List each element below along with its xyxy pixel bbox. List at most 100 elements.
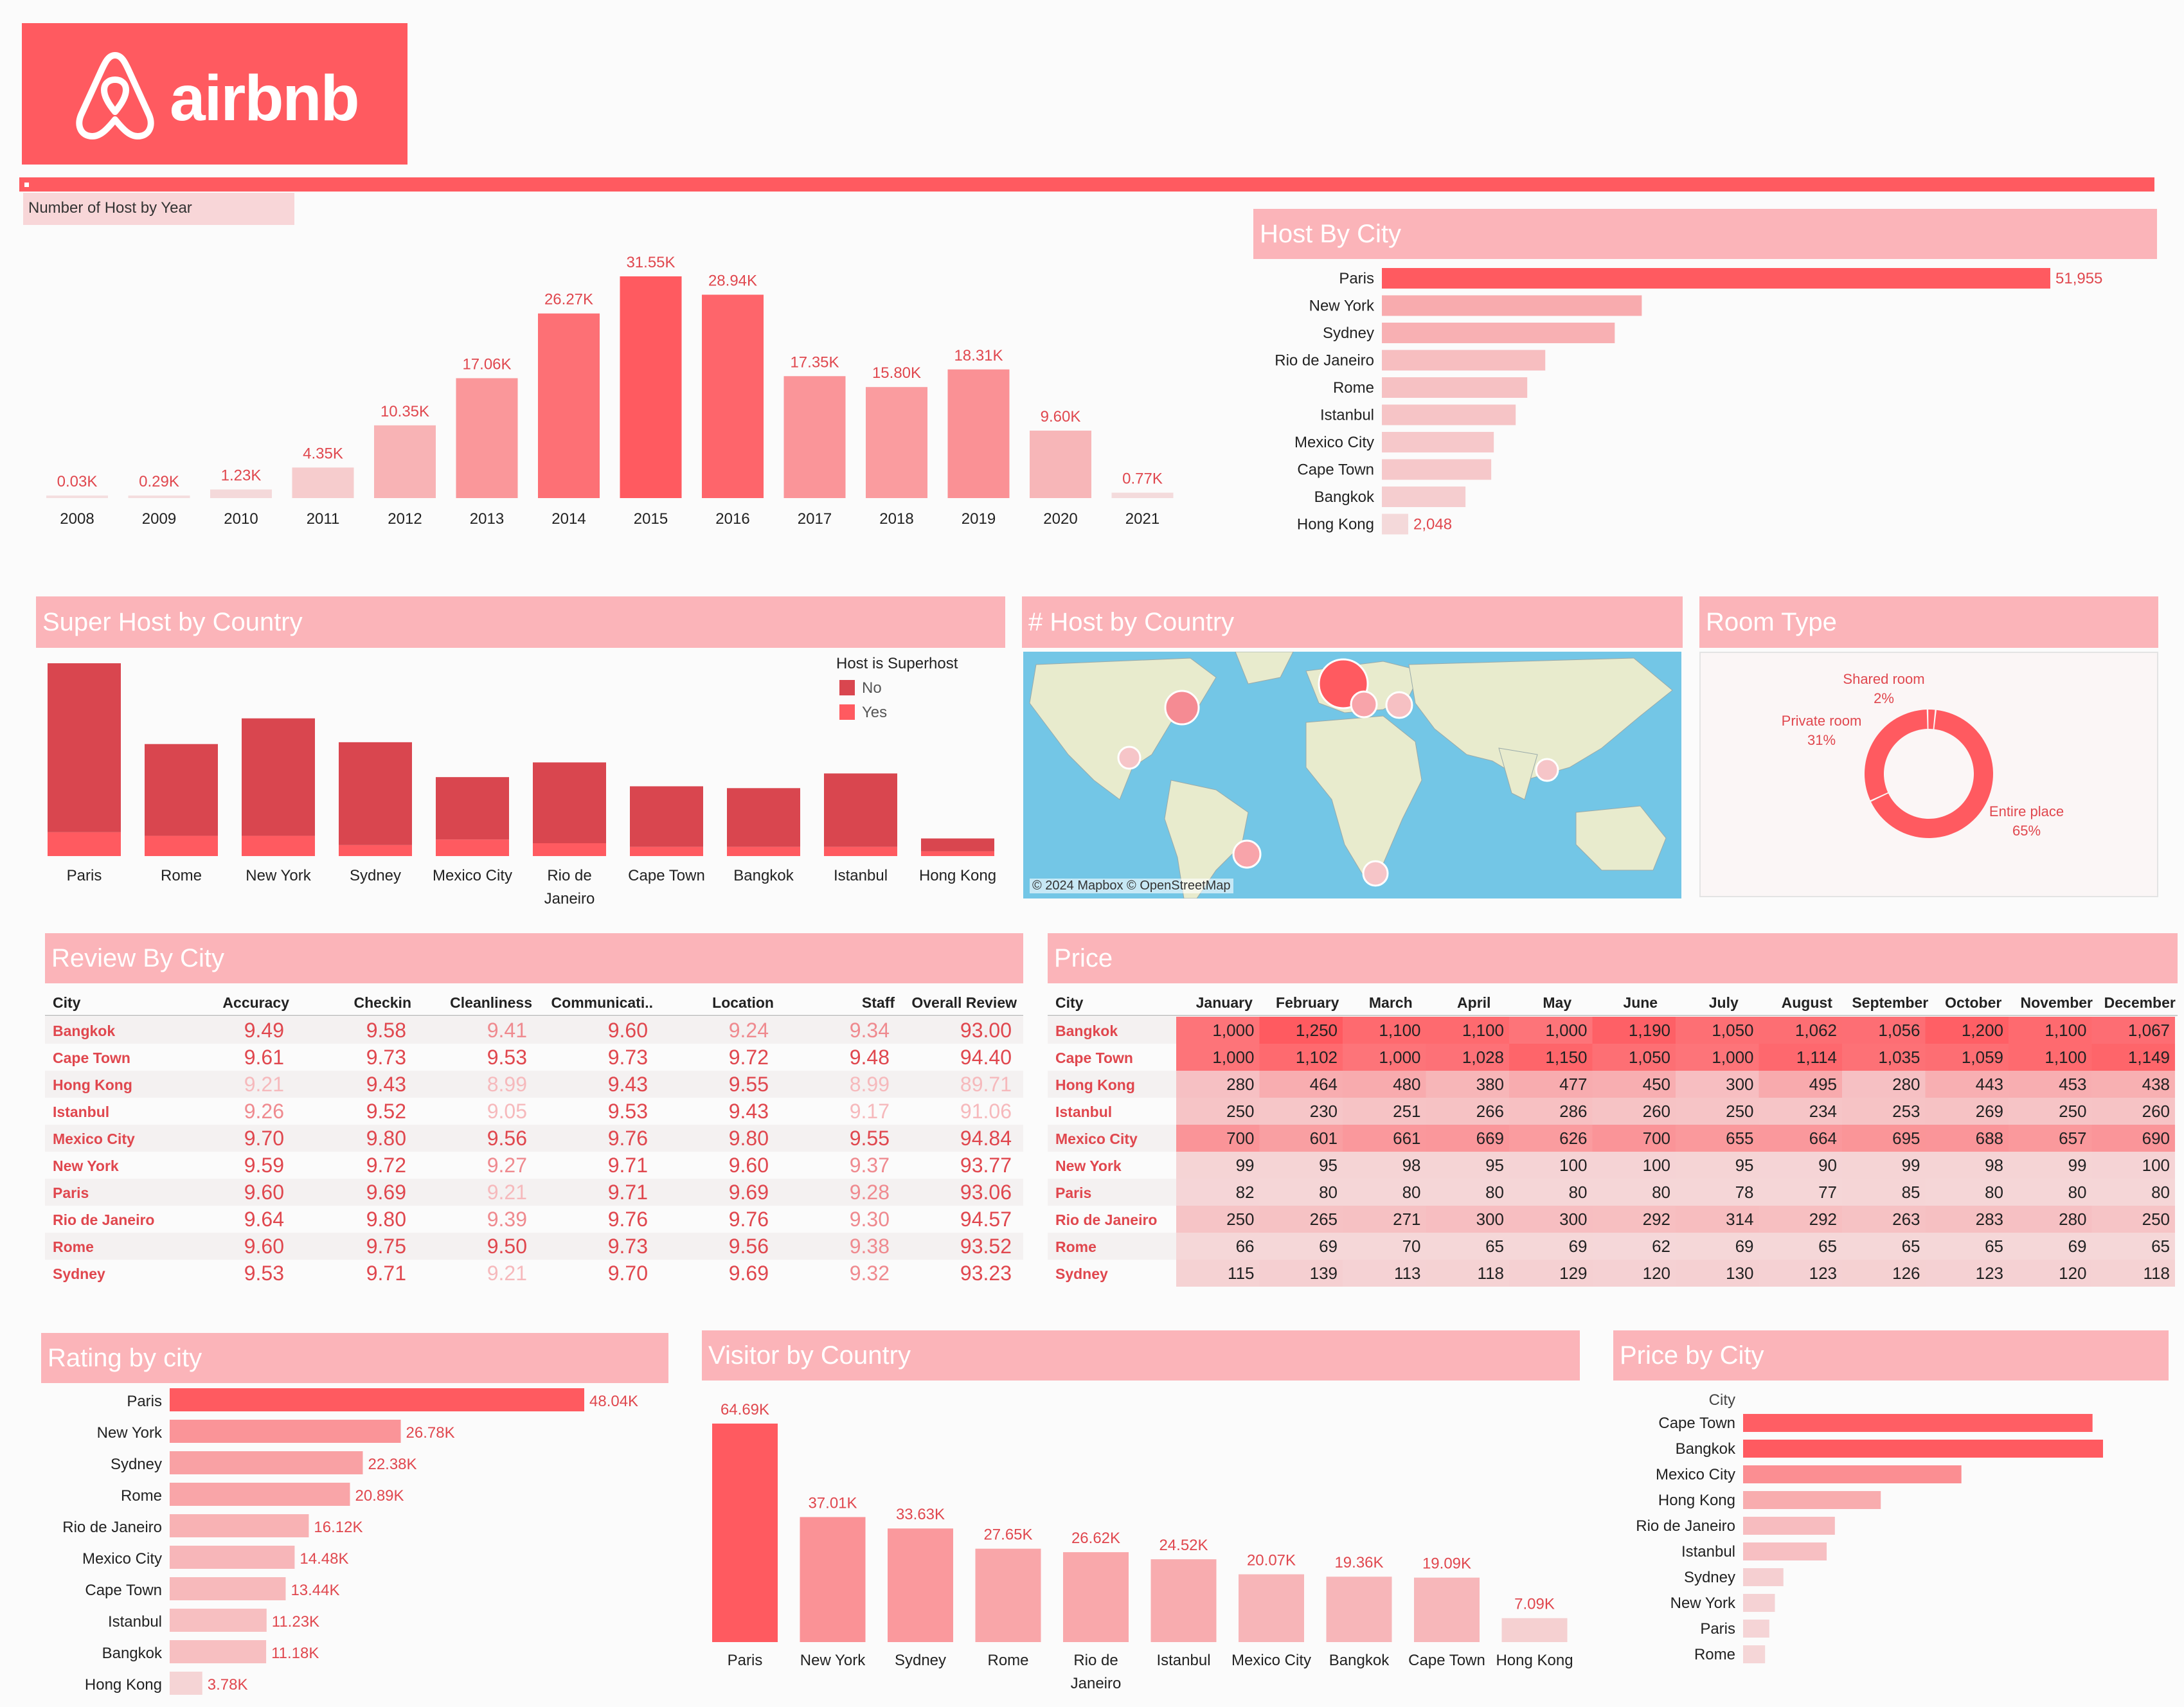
map-bubble[interactable] (1535, 758, 1559, 782)
visitor-tick-label: Paris (728, 1652, 763, 1669)
table-row (1048, 1071, 1176, 1098)
price-value-cell: 65 (1818, 1237, 1837, 1256)
price-heat-cell (2009, 1206, 2092, 1233)
price-value-cell: 1,102 (1296, 1048, 1338, 1067)
price-value-cell: 118 (2144, 1264, 2170, 1283)
year-value-label: 0.03K (57, 473, 98, 490)
price-city-label: Istanbul (1681, 1543, 1735, 1560)
map-bubble[interactable] (1350, 690, 1378, 719)
price-city-cell: Mexico City (1055, 1131, 1138, 1147)
price-heat-cell (1925, 1125, 2009, 1152)
map-bubble[interactable] (1385, 691, 1413, 719)
visitor-bar (1414, 1577, 1480, 1642)
price-value-cell: 495 (1809, 1075, 1837, 1094)
sheet-label: Number of Host by Year (23, 193, 294, 225)
price-by-city-chart: City Cape Town Bangkok Mexico City Hong Kong… (1636, 1391, 2103, 1663)
map-bubble[interactable] (1117, 746, 1141, 770)
price-value-cell: 286 (1559, 1102, 1587, 1121)
year-tick-label: 2018 (879, 510, 913, 528)
price-value-cell: 234 (1809, 1102, 1837, 1121)
price-city-bar (1743, 1620, 1769, 1638)
price-heat-cell (1343, 1125, 1426, 1152)
visitor-bar (1150, 1559, 1217, 1642)
room-type-percent: 31% (1807, 732, 1836, 748)
price-value-cell: 95 (1735, 1156, 1754, 1175)
table-row (45, 1233, 1023, 1260)
price-heat-cell (2091, 1179, 2175, 1206)
price-heat-cell (2009, 1152, 2092, 1179)
rating-value: 16.12K (314, 1519, 363, 1536)
review-city-cell: Bangkok (53, 1023, 115, 1039)
visitor-value: 20.07K (1247, 1552, 1296, 1569)
price-value-cell: 123 (1976, 1264, 2003, 1283)
review-city-cell: Mexico City (53, 1131, 135, 1147)
visitor-value: 24.52K (1159, 1537, 1208, 1554)
price-heat-cell (1259, 1017, 1343, 1044)
review-value-cell: 9.71 (608, 1181, 648, 1204)
room-type-panel (1699, 652, 2158, 897)
price-city-cell: Paris (1055, 1184, 1091, 1201)
panel-title-host-by-country: # Host by Country (1022, 596, 1683, 648)
price-heat-cell (1592, 1152, 1676, 1179)
host-city-label: New York (1309, 298, 1375, 315)
price-city-bar (1743, 1542, 1827, 1560)
price-heat-cell (1676, 1071, 1759, 1098)
airbnb-logo: airbnb (22, 23, 407, 165)
price-heat-cell (1759, 1098, 1842, 1125)
price-value-cell: 65 (2151, 1237, 2170, 1256)
rating-bar (170, 1672, 202, 1695)
superhost-no-segment (921, 838, 994, 852)
superhost-no-segment (145, 744, 218, 836)
review-value-cell: 9.17 (850, 1100, 890, 1123)
visitor-tick-label: Cape Town (1408, 1652, 1485, 1669)
price-value-cell: 100 (2142, 1156, 2170, 1175)
review-value-cell: 9.27 (487, 1154, 527, 1177)
price-heat-cell (1426, 1125, 1509, 1152)
review-value-cell: 9.43 (366, 1073, 406, 1096)
review-value-cell: 93.52 (960, 1235, 1012, 1258)
price-value-cell: 80 (1985, 1183, 2003, 1202)
year-tick-label: 2012 (388, 510, 422, 528)
price-heat-cell (1759, 1125, 1842, 1152)
superhost-tick-label: Bangkok (733, 867, 794, 884)
price-city-cell: Hong Kong (1055, 1077, 1135, 1093)
review-value-cell: 9.49 (244, 1019, 284, 1042)
map-bubble[interactable] (1164, 690, 1200, 726)
price-column-header: December (2104, 994, 2176, 1011)
price-heat-cell (1509, 1152, 1593, 1179)
header-divider (19, 177, 2154, 192)
rating-city-label: Paris (127, 1393, 162, 1410)
review-value-cell: 8.99 (487, 1073, 527, 1096)
host-map[interactable]: © 2024 Mapbox © OpenStreetMap (1023, 652, 1681, 898)
price-heat-cell (1676, 1206, 1759, 1233)
legend-label: Yes (862, 704, 887, 721)
price-heat-cell (1426, 1071, 1509, 1098)
year-bar (866, 387, 927, 498)
price-value-cell: 1,050 (1629, 1048, 1670, 1067)
year-tick-label: 2014 (551, 510, 586, 528)
price-heat-cell (1759, 1152, 1842, 1179)
price-value-cell: 90 (1818, 1156, 1837, 1175)
review-value-cell: 9.73 (608, 1046, 648, 1069)
rating-city-label: New York (97, 1424, 163, 1442)
price-value-cell: 464 (1310, 1075, 1338, 1094)
map-bubble[interactable] (1362, 860, 1389, 887)
map-bubble[interactable] (1232, 839, 1262, 869)
price-value-cell: 253 (1892, 1102, 1920, 1121)
price-value-cell: 661 (1393, 1129, 1420, 1148)
price-heat-cell (1509, 1206, 1593, 1233)
superhost-no-segment (339, 742, 412, 845)
host-city-bar (1382, 350, 1546, 371)
price-heat-cell (1592, 1260, 1676, 1287)
rating-value: 14.48K (300, 1550, 348, 1568)
price-heat-cell (1676, 1233, 1759, 1260)
price-city-bar (1743, 1414, 2093, 1432)
price-value-cell: 62 (1652, 1237, 1670, 1256)
price-heat-cell (1676, 1017, 1759, 1044)
price-heat-cell (1176, 1179, 1260, 1206)
price-heat-cell (1176, 1233, 1260, 1260)
price-heat-cell (1842, 1044, 1926, 1071)
brand-name: airbnb (170, 62, 360, 134)
review-value-cell: 9.53 (244, 1262, 284, 1285)
year-value-label: 26.27K (544, 291, 593, 308)
